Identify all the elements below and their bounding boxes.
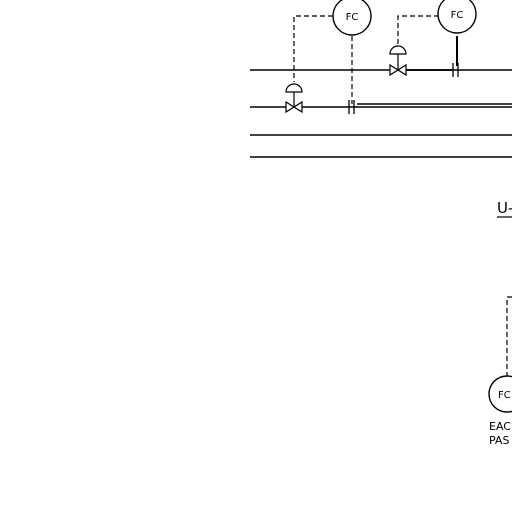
valve-actuator-left <box>285 83 303 93</box>
unit-title: U- <box>497 199 512 218</box>
control-valve-right[interactable] <box>389 45 407 77</box>
flow-controller-tag-right: FC <box>451 10 464 21</box>
note-text-line-2: PAS <box>489 434 509 447</box>
orifice-plate-right <box>452 63 459 77</box>
process-lines <box>250 69 512 158</box>
flow-controller-bubble-bottom[interactable] <box>488 375 512 413</box>
valve-body-right <box>389 63 407 77</box>
signal-line-right <box>397 15 439 45</box>
flow-controller-tag-bottom: FC <box>498 390 511 401</box>
signal-line-left <box>293 15 333 82</box>
note-text-line-1: EAC <box>489 420 511 433</box>
unit-title-text: U- <box>497 199 512 217</box>
control-loop-bottom: FC EAC PAS <box>488 296 512 447</box>
flow-controller-bubble-left[interactable] <box>332 0 372 36</box>
flow-controller-tag-left: FC <box>346 12 359 23</box>
valve-body-left <box>285 100 303 114</box>
control-loop-left: FC <box>285 0 512 114</box>
signal-line-bottom <box>506 296 512 377</box>
control-loop-right: FC <box>389 0 477 77</box>
flow-controller-bubble-right[interactable] <box>437 0 477 34</box>
valve-actuator-right <box>389 45 407 55</box>
orifice-plate-left <box>348 100 355 114</box>
control-valve-left[interactable] <box>285 83 303 114</box>
